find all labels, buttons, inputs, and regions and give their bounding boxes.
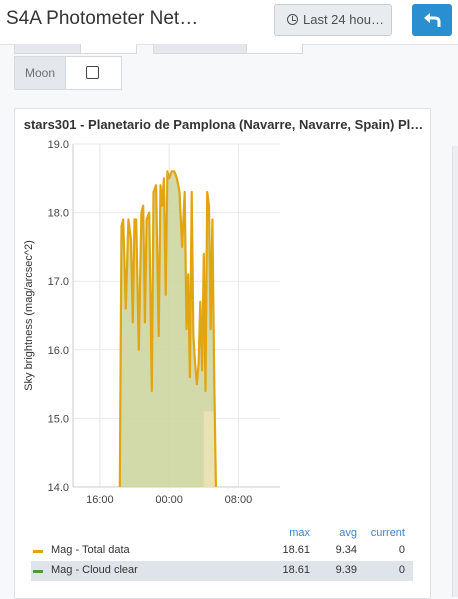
legend-max-value: 18.61 — [282, 564, 310, 576]
y-axis-title: Sky brightness (mag/arcsec^2) — [23, 240, 35, 391]
legend-avg-value: 9.34 — [335, 544, 357, 556]
legend-header-current[interactable]: current — [370, 527, 405, 539]
y-tick-label: 18.0 — [48, 208, 69, 220]
legend-header-avg[interactable]: avg — [339, 527, 357, 539]
legend-avg-value: 9.39 — [335, 564, 357, 576]
page-scrollbar[interactable] — [452, 146, 458, 597]
sky-brightness-chart: 19.0 18.0 17.0 16.0 15.0 14.0 16:00 00:00 08:00 S… — [23, 139, 280, 506]
variable-input-partial-2[interactable] — [246, 44, 303, 54]
legend-header-max[interactable]: max — [289, 527, 310, 539]
series-cloud-clear-area — [203, 411, 216, 487]
series-color-swatch[interactable] — [33, 570, 43, 573]
x-tick-label: 16:00 — [86, 494, 114, 506]
y-tick-label: 14.0 — [48, 482, 69, 494]
y-tick-label: 17.0 — [48, 276, 69, 288]
legend-max-value: 18.61 — [282, 544, 310, 556]
legend-row-total-data: Mag - Total data 18.61 9.34 0 — [31, 541, 413, 561]
legend-series-name[interactable]: Mag - Cloud clear — [51, 564, 138, 576]
reply-arrow-icon — [424, 13, 441, 27]
top-navbar: S4A Photometer Net… Last 24 hou… — [0, 0, 458, 45]
series-total-data-line — [118, 170, 217, 488]
y-tick-label: 16.0 — [48, 345, 69, 357]
time-range-label: Last 24 hou… — [303, 12, 384, 27]
variable-label-partial — [14, 44, 82, 54]
series-color-swatch[interactable] — [33, 550, 43, 553]
legend-series-name[interactable]: Mag - Total data — [51, 544, 130, 556]
clock-icon — [287, 14, 298, 25]
y-tick-label: 15.0 — [48, 413, 69, 425]
x-tick-label: 08:00 — [225, 494, 253, 506]
moon-checkbox[interactable] — [86, 66, 99, 79]
moon-checkbox-container — [66, 56, 122, 90]
y-tick-label: 19.0 — [48, 139, 69, 151]
legend-current-value: 0 — [398, 564, 405, 576]
back-button[interactable] — [412, 4, 452, 36]
variable-input-partial[interactable] — [80, 44, 137, 54]
x-tick-label: 00:00 — [155, 494, 183, 506]
legend-current-value: 0 — [398, 544, 405, 556]
time-range-picker-button[interactable]: Last 24 hou… — [274, 4, 392, 36]
moon-variable-label: Moon — [14, 56, 66, 90]
graph-panel: stars301 - Planetario de Pamplona (Navar… — [14, 108, 431, 599]
legend-row-cloud-clear: Mag - Cloud clear 18.61 9.39 0 — [31, 561, 413, 581]
panel-title[interactable]: stars301 - Planetario de Pamplona (Navar… — [23, 117, 424, 132]
dashboard-title[interactable]: S4A Photometer Net… — [6, 8, 199, 29]
variable-label-partial-2 — [153, 44, 248, 54]
